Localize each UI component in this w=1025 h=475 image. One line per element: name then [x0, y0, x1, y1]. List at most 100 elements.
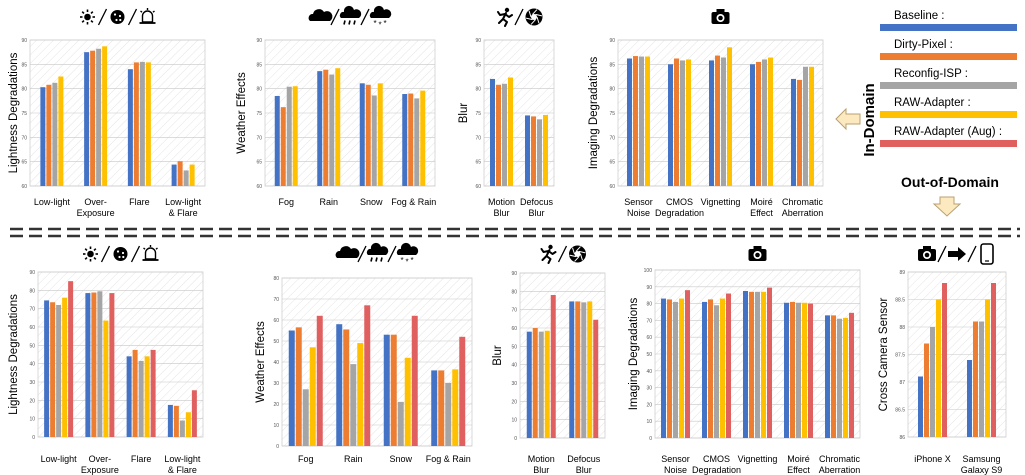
bar-reconfig_isp	[183, 170, 189, 186]
bar-reconfig_isp	[803, 66, 808, 186]
x-tick-label: Over-	[89, 454, 112, 464]
y-tick-label: 0	[32, 435, 35, 441]
y-axis-label: Blur	[492, 345, 504, 366]
legend-label: Baseline :	[894, 10, 945, 22]
legend-label: Dirty-Pixel :	[894, 39, 953, 51]
bar-raw_adapter_aug	[849, 312, 854, 438]
bar-raw_adapter	[292, 86, 298, 186]
bar-dirty_pixel	[133, 62, 139, 186]
bar-dirty_pixel	[365, 84, 371, 186]
x-tick-label: Galaxy S9	[961, 465, 1003, 475]
bar-reconfig_isp	[762, 59, 767, 186]
bar-baseline	[750, 64, 755, 186]
legend: Baseline : Dirty-Pixel : Reconfig-ISP : RAW…	[835, 10, 1017, 217]
bar-dirty_pixel	[924, 343, 929, 437]
x-tick-label: Exposure	[77, 208, 115, 218]
y-tick-label: 80	[511, 289, 517, 295]
x-tick-label: Snow	[360, 197, 383, 207]
bar-reconfig_isp	[537, 119, 542, 186]
icon-separator	[557, 245, 568, 263]
bar-baseline	[743, 291, 748, 438]
y-tick-label: 65	[475, 160, 481, 166]
bar-baseline	[336, 324, 343, 446]
bar-raw_adapter	[102, 46, 108, 187]
icon-separator	[130, 245, 141, 263]
bar-raw_adapter_aug	[726, 293, 731, 438]
legend-label: RAW-Adapter :	[894, 97, 971, 109]
running-icon	[540, 244, 557, 264]
y-tick-label: 80	[21, 87, 27, 93]
bar-baseline	[359, 83, 365, 186]
legend-swatch	[880, 111, 1017, 118]
x-tick-label: & Flare	[168, 465, 197, 475]
bar-reconfig_isp	[673, 301, 678, 438]
bar-dirty_pixel	[715, 55, 720, 186]
bar-raw_adapter	[452, 369, 459, 446]
y-axis-label: Weather Effects	[236, 72, 248, 154]
bar-raw_adapter	[645, 56, 650, 187]
bar-reconfig_isp	[138, 360, 144, 437]
bar-baseline	[709, 60, 714, 186]
bar-raw_adapter	[335, 68, 341, 186]
x-tick-label: Defocus	[567, 454, 601, 464]
bar-raw_adapter	[679, 298, 684, 438]
icon-separator	[357, 245, 367, 263]
y-tick-label: 60	[29, 325, 35, 331]
y-tick-label: 70	[646, 318, 652, 324]
y-axis-label: Imaging Degradations	[588, 56, 600, 169]
x-tick-label: Rain	[344, 454, 363, 464]
x-tick-label: Effect	[787, 465, 810, 475]
bar-reconfig_isp	[371, 95, 377, 186]
y-tick-label: 100	[644, 268, 653, 274]
y-tick-label: 0	[649, 436, 652, 442]
camera-icon	[748, 246, 767, 261]
bar-reconfig_isp	[581, 302, 587, 438]
legend-label: RAW-Adapter (Aug) :	[894, 126, 1002, 138]
x-tick-label: Low-light	[41, 454, 78, 464]
y-tick-label: 65	[21, 160, 27, 166]
x-tick-label: Degradation	[655, 208, 704, 218]
sun-icon	[80, 9, 95, 25]
bar-raw_adapter_aug	[593, 319, 599, 438]
cloud-icon	[308, 9, 333, 21]
x-tick-label: Over-	[84, 197, 107, 207]
x-tick-label: Blur	[533, 465, 549, 475]
x-tick-label: Noise	[664, 465, 687, 475]
bar-dirty_pixel	[132, 349, 138, 437]
aperture-icon	[569, 245, 586, 263]
icon-separator	[100, 245, 111, 263]
x-tick-label: Blur	[576, 465, 592, 475]
bar-baseline	[825, 315, 830, 438]
section-separator	[10, 227, 1020, 238]
bar-reconfig_isp	[930, 327, 935, 437]
icon-separator	[127, 8, 138, 26]
bar-raw_adapter_aug	[364, 305, 371, 446]
sun-icon	[83, 246, 98, 262]
bar-raw_adapter	[309, 347, 316, 446]
bar-raw_adapter	[404, 357, 411, 446]
bar-dirty_pixel	[438, 370, 445, 446]
bar-dirty_pixel	[177, 161, 183, 186]
y-tick-label: 80	[475, 87, 481, 93]
bar-dirty_pixel	[390, 334, 397, 446]
bar-raw_adapter_aug	[685, 290, 690, 438]
x-tick-label: & Flare	[169, 208, 198, 218]
y-tick-label: 20	[29, 398, 35, 404]
bar-raw_adapter_aug	[68, 281, 74, 437]
icon-separator	[330, 8, 340, 26]
y-tick-label: 60	[511, 326, 517, 332]
siren-icon	[139, 8, 156, 24]
bar-raw_adapter_aug	[459, 336, 466, 446]
y-tick-label: 40	[511, 363, 517, 369]
bar-reconfig_isp	[680, 60, 685, 186]
x-tick-label: Chromatic	[782, 197, 824, 207]
bar-baseline	[274, 95, 280, 186]
snowflake: *	[405, 258, 408, 267]
bar-raw_adapter	[543, 114, 548, 186]
x-tick-label: Chromatic	[819, 454, 861, 464]
y-axis-label: Blur	[458, 103, 470, 124]
bar-dirty_pixel	[408, 93, 414, 186]
bar-reconfig_isp	[179, 420, 185, 437]
bar-baseline	[288, 330, 295, 446]
bar-raw_adapter	[62, 297, 68, 437]
